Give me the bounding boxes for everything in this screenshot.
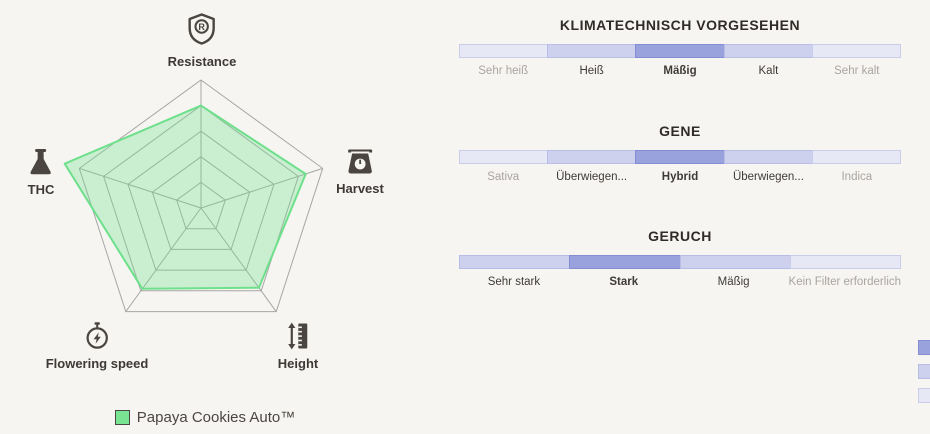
meter-segment <box>635 150 725 164</box>
radar-axis-flowering-speed: Flowering speed <box>45 322 149 371</box>
meter-segment-label: Sativa <box>487 171 520 183</box>
meter-segment <box>789 255 901 269</box>
meters-column: KLIMATECHNISCH VORGESEHEN Sehr heiß Heiß… <box>459 0 930 434</box>
radar-axis-label: Resistance <box>167 54 237 69</box>
meter-segment-label: Kalt <box>758 65 779 77</box>
meter-segment-label: Mäßig <box>717 276 750 288</box>
niedrig-swatch <box>918 388 930 403</box>
radar-series-legend[interactable]: Papaya Cookies Auto™ <box>0 409 410 426</box>
radar-chart: R Resistance Harvest <box>0 0 430 434</box>
meter-title: GENE <box>659 123 701 139</box>
meter-bar <box>459 44 902 58</box>
meter-segment-label: Hybrid <box>661 171 699 183</box>
height-ruler-icon <box>285 322 311 350</box>
meter-genetics: GENE Sativa Überwiegen... Hybrid Überwie… <box>459 121 902 183</box>
meter-segment <box>459 255 571 269</box>
meter-segment <box>723 44 813 58</box>
scale-icon <box>345 149 375 176</box>
radar-axis-label: THC <box>27 182 55 197</box>
meter-segment <box>723 150 813 164</box>
radar-axis-label: Flowering speed <box>45 356 149 371</box>
radar-axis-label: Harvest <box>336 181 384 196</box>
meter-bar <box>459 255 901 269</box>
meter-segment-label: Stark <box>609 276 639 288</box>
hoch-swatch <box>918 340 930 355</box>
radar-svg <box>63 79 324 313</box>
meter-segment-label: Sehr heiß <box>478 65 529 77</box>
radar-axis-thc: THC <box>27 149 55 197</box>
meter-bar <box>459 150 902 164</box>
series-label[interactable]: Papaya Cookies Auto™ <box>136 409 296 426</box>
meter-climate: KLIMATECHNISCH VORGESEHEN Sehr heiß Heiß… <box>459 15 902 77</box>
level-legend: HOCH MEDIUM NIEDRIG <box>918 340 930 403</box>
svg-text:R: R <box>199 22 206 32</box>
meter-segment-label: Sehr kalt <box>834 65 880 77</box>
radar-axis-resistance: R Resistance <box>167 13 237 69</box>
meter-segment-label: Kein Filter erforderlich <box>788 276 902 288</box>
legend-row-niedrig: NIEDRIG <box>918 388 930 403</box>
meter-title: KLIMATECHNISCH VORGESEHEN <box>559 17 801 33</box>
radar-series-polygon <box>63 104 307 290</box>
radar-axis-label: Height <box>277 356 319 371</box>
stopwatch-icon <box>83 322 110 350</box>
meter-segment-label: Heiß <box>579 65 604 77</box>
meter-segment-label: Mäßig <box>663 65 697 77</box>
shield-r-icon: R <box>187 13 217 45</box>
meter-odour: GERUCH Sehr stark Stark Mäßig Kein Filte… <box>459 226 901 288</box>
meter-segment <box>459 44 549 58</box>
meter-segment-label: Sehr stark <box>487 276 541 288</box>
meter-segment-label: Indica <box>841 171 873 183</box>
meter-segment <box>679 255 791 269</box>
meter-labels: Sehr heiß Heiß Mäßig Kalt Sehr kalt <box>459 65 901 77</box>
legend-row-medium: MEDIUM <box>918 364 930 379</box>
meter-segment <box>811 44 902 58</box>
meter-labels: Sativa Überwiegen... Hybrid Überwiegen..… <box>459 171 901 183</box>
meter-segment <box>811 150 902 164</box>
meter-segment <box>459 150 549 164</box>
meter-title: GERUCH <box>648 228 712 244</box>
meter-segment <box>569 255 681 269</box>
series-swatch[interactable] <box>114 410 130 425</box>
meter-segment <box>635 44 725 58</box>
meter-segment <box>547 44 637 58</box>
flask-icon <box>28 149 54 177</box>
medium-swatch <box>918 364 930 379</box>
radar-axis-height: Height <box>278 322 318 371</box>
legend-row-hoch: HOCH <box>918 340 930 355</box>
meter-segment <box>547 150 637 164</box>
meter-segment-label: Überwiegen... <box>732 171 804 183</box>
meter-labels: Sehr stark Stark Mäßig Kein Filter erfor… <box>459 276 901 288</box>
meter-segment-label: Überwiegen... <box>556 171 628 183</box>
radar-axis-harvest: Harvest <box>336 149 384 196</box>
